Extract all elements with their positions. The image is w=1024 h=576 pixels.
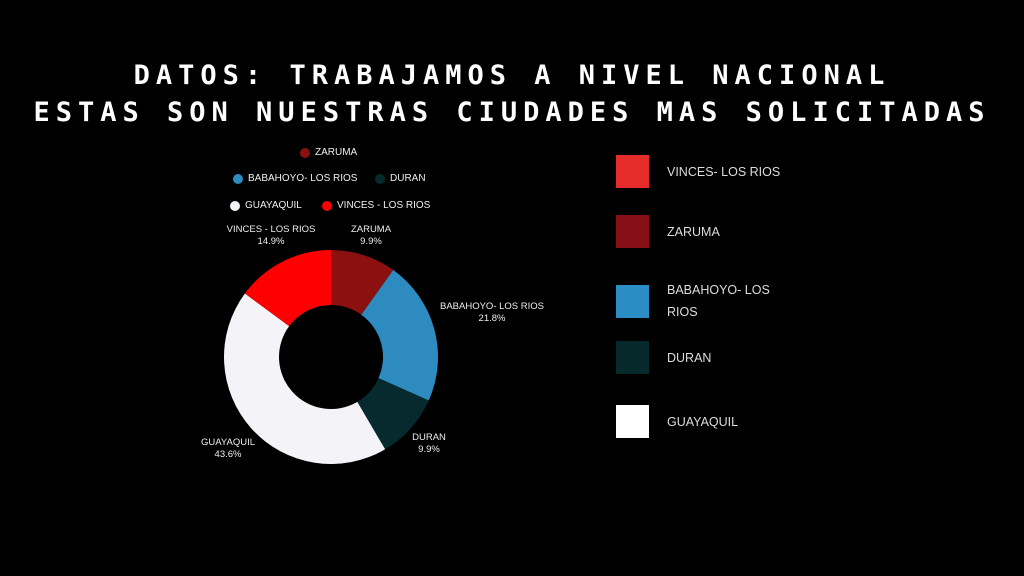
legend-item-guayaquil[interactable]: GUAYAQUIL xyxy=(230,200,302,211)
slice-babahoyo-los-rios[interactable] xyxy=(361,270,438,401)
legend-label: VINCES - LOS RIOS xyxy=(337,200,431,211)
legend-dot xyxy=(230,200,240,211)
legend-label: GUAYAQUIL xyxy=(667,414,739,429)
legend-label: VINCES- LOS RIOS xyxy=(667,164,781,179)
slice-vinces-los-rios[interactable] xyxy=(244,250,331,327)
legend-item-duran[interactable]: DURAN xyxy=(375,173,426,184)
legend-label: GUAYAQUIL xyxy=(245,200,302,211)
data-label-guayaquil: GUAYAQUIL 43.6% xyxy=(200,437,256,460)
legend-dot xyxy=(300,147,310,158)
slice-duran[interactable] xyxy=(357,378,429,450)
right-legend-guayaquil: GUAYAQUIL xyxy=(616,405,797,438)
title-line-1: DATOS: TRABAJAMOS A NIVEL NACIONAL xyxy=(133,60,891,91)
legend-item-vinces[interactable]: VINCES - LOS RIOS xyxy=(322,200,430,211)
right-legend-vinces: VINCES- LOS RIOS xyxy=(616,155,797,188)
legend-label: DURAN xyxy=(667,350,712,365)
right-legend-babahoyo: BABAHOYO- LOS RIOS xyxy=(616,279,777,323)
legend-swatch xyxy=(616,284,649,318)
legend-swatch xyxy=(616,405,649,438)
slice-zaruma[interactable] xyxy=(331,250,394,315)
legend-label: BABAHOYO- LOS RIOS xyxy=(248,173,358,184)
legend-swatch xyxy=(616,155,649,188)
legend-label: DURAN xyxy=(390,173,426,184)
legend-label: ZARUMA xyxy=(315,147,358,158)
legend-dot xyxy=(375,173,385,184)
legend-swatch xyxy=(616,341,649,374)
legend-swatch xyxy=(616,215,649,248)
data-label-zaruma: ZARUMA 9.9% xyxy=(350,224,392,247)
data-label-vinces: VINCES - LOS RIOS 14.9% xyxy=(226,224,316,247)
legend-item-zaruma[interactable]: ZARUMA xyxy=(300,147,357,158)
right-legend-duran: DURAN xyxy=(616,341,797,374)
legend-dot xyxy=(322,200,332,211)
title-line-2: ESTAS SON NUESTRAS CIUDADES MAS SOLICITA… xyxy=(33,97,991,128)
right-legend-zaruma: ZARUMA xyxy=(616,215,797,248)
slice-guayaquil[interactable] xyxy=(224,293,386,464)
data-label-babahoyo: BABAHOYO- LOS RIOS 21.8% xyxy=(440,301,544,324)
legend-label: ZARUMA xyxy=(667,224,720,239)
legend-dot xyxy=(233,173,243,184)
legend-item-babahoyo[interactable]: BABAHOYO- LOS RIOS xyxy=(233,173,357,184)
legend-label: BABAHOYO- LOS RIOS xyxy=(667,283,770,319)
data-label-duran: DURAN 9.9% xyxy=(412,432,446,455)
